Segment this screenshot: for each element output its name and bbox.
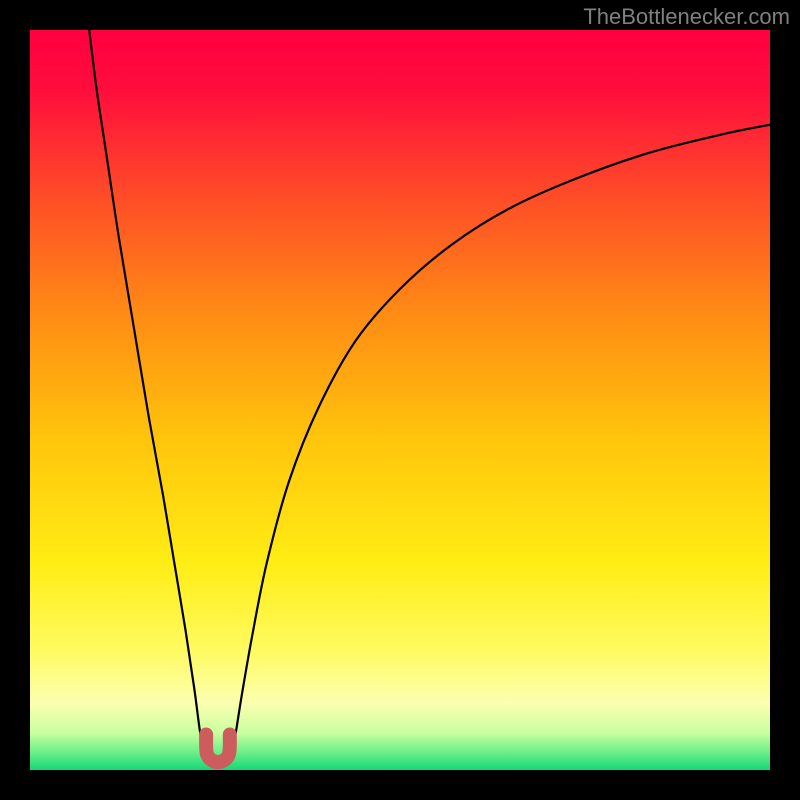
- chart-frame: TheBottlenecker.com: [0, 0, 800, 800]
- watermark-text: TheBottlenecker.com: [583, 4, 790, 30]
- chart-background: [30, 30, 770, 770]
- bottleneck-curve-chart: [30, 30, 770, 770]
- plot-area: [30, 30, 770, 770]
